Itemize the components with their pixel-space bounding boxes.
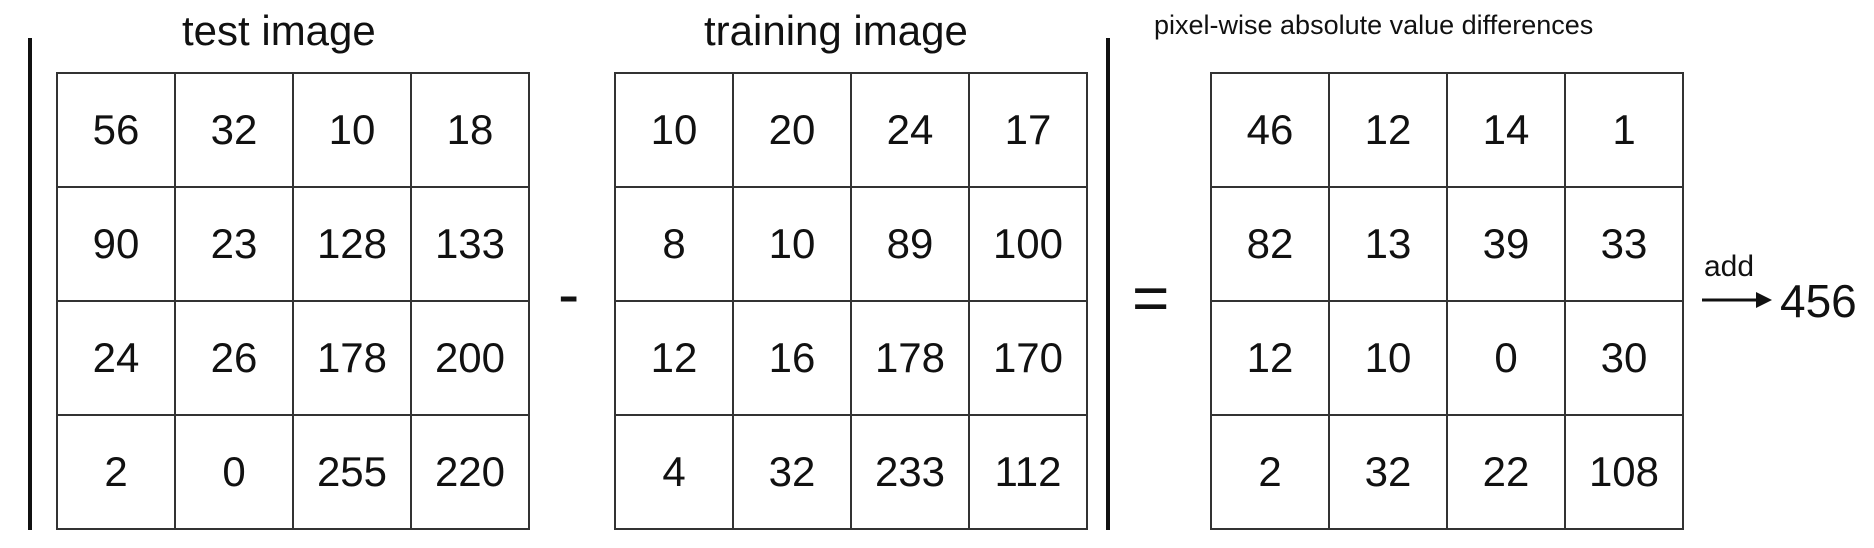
grid-cell: 1 [1564, 72, 1684, 188]
grid-cell: 30 [1564, 300, 1684, 416]
grid-cell: 10 [1328, 300, 1448, 416]
table-row: 46 12 14 1 [1210, 72, 1684, 188]
table-row: 24 26 178 200 [56, 300, 530, 416]
grid-cell: 20 [732, 72, 852, 188]
table-row: 82 13 39 33 [1210, 186, 1684, 302]
right-arrow-icon [1702, 292, 1772, 308]
grid-cell: 2 [56, 414, 176, 530]
sum-result: 456 [1780, 275, 1857, 327]
table-row: 4 32 233 112 [614, 414, 1088, 530]
grid-cell: 12 [614, 300, 734, 416]
grid-cell: 24 [850, 72, 970, 188]
grid-cell: 178 [292, 300, 412, 416]
grid-cell: 8 [614, 186, 734, 302]
grid-cell: 33 [1564, 186, 1684, 302]
grid-cell: 10 [292, 72, 412, 188]
grid-cell: 14 [1446, 72, 1566, 188]
left-divider-bar [28, 38, 32, 530]
middle-divider-bar [1106, 38, 1110, 530]
differences-title: pixel-wise absolute value differences [1154, 10, 1594, 40]
grid-cell: 133 [410, 186, 530, 302]
table-row: 2 32 22 108 [1210, 414, 1684, 530]
grid-cell: 18 [410, 72, 530, 188]
grid-cell: 26 [174, 300, 294, 416]
grid-cell: 10 [614, 72, 734, 188]
grid-cell: 0 [174, 414, 294, 530]
grid-cell: 24 [56, 300, 176, 416]
minus-sign: - [558, 258, 580, 330]
table-row: 2 0 255 220 [56, 414, 530, 530]
grid-cell: 16 [732, 300, 852, 416]
grid-cell: 32 [732, 414, 852, 530]
grid-cell: 128 [292, 186, 412, 302]
grid-cell: 233 [850, 414, 970, 530]
grid-cell: 12 [1328, 72, 1448, 188]
training-image-grid: 10 20 24 17 8 10 89 100 12 16 178 170 4 … [614, 72, 1088, 530]
table-row: 90 23 128 133 [56, 186, 530, 302]
table-row: 10 20 24 17 [614, 72, 1088, 188]
grid-cell: 178 [850, 300, 970, 416]
grid-cell: 0 [1446, 300, 1566, 416]
grid-cell: 112 [968, 414, 1088, 530]
grid-cell: 12 [1210, 300, 1330, 416]
equals-sign: = [1132, 262, 1170, 334]
grid-cell: 200 [410, 300, 530, 416]
grid-cell: 56 [56, 72, 176, 188]
grid-cell: 89 [850, 186, 970, 302]
grid-cell: 39 [1446, 186, 1566, 302]
grid-cell: 10 [732, 186, 852, 302]
grid-cell: 220 [410, 414, 530, 530]
grid-cell: 100 [968, 186, 1088, 302]
table-row: 12 10 0 30 [1210, 300, 1684, 416]
grid-cell: 108 [1564, 414, 1684, 530]
test-image-title: test image [182, 7, 376, 54]
training-image-title: training image [704, 7, 968, 54]
grid-cell: 32 [1328, 414, 1448, 530]
differences-grid: 46 12 14 1 82 13 39 33 12 10 0 30 2 32 2… [1210, 72, 1684, 530]
table-row: 12 16 178 170 [614, 300, 1088, 416]
grid-cell: 90 [56, 186, 176, 302]
add-label: add [1704, 250, 1755, 283]
table-row: 8 10 89 100 [614, 186, 1088, 302]
grid-cell: 4 [614, 414, 734, 530]
grid-cell: 82 [1210, 186, 1330, 302]
table-row: 56 32 10 18 [56, 72, 530, 188]
test-image-grid: 56 32 10 18 90 23 128 133 24 26 178 200 … [56, 72, 530, 530]
grid-cell: 32 [174, 72, 294, 188]
grid-cell: 46 [1210, 72, 1330, 188]
grid-cell: 170 [968, 300, 1088, 416]
grid-cell: 17 [968, 72, 1088, 188]
grid-cell: 255 [292, 414, 412, 530]
grid-cell: 2 [1210, 414, 1330, 530]
grid-cell: 23 [174, 186, 294, 302]
grid-cell: 13 [1328, 186, 1448, 302]
grid-cell: 22 [1446, 414, 1566, 530]
